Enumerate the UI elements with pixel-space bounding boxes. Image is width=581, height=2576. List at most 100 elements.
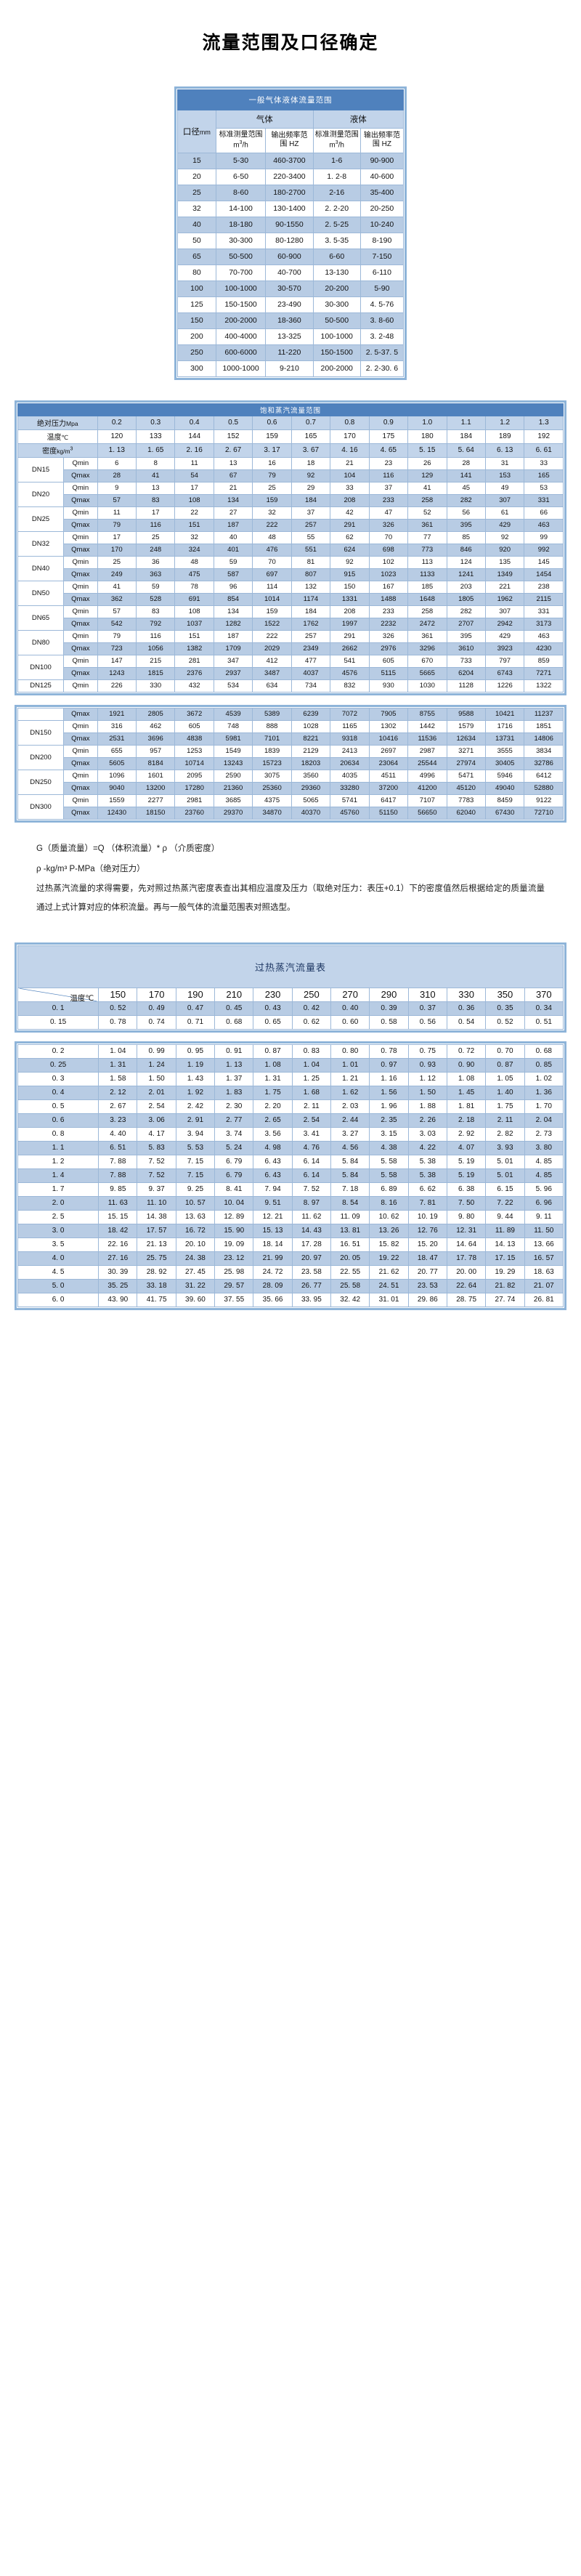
- table4-value-cell: 15. 15: [98, 1209, 138, 1224]
- table4-value-cell: 5. 58: [369, 1154, 409, 1169]
- table4-value-cell: 5. 01: [485, 1154, 525, 1169]
- table-row: 2. 5 15. 15 14. 38 13. 63 12. 89 12. 21 11. 62…: [17, 1209, 564, 1224]
- table3-qmax-value: 20634: [330, 756, 370, 770]
- table1-value-cell: 30-570: [265, 280, 314, 297]
- table2-pressure-unit: Mpa: [66, 420, 78, 428]
- table4-value-cell: 20. 77: [407, 1264, 447, 1280]
- table4-value-cell: 1. 04: [98, 1043, 138, 1059]
- table4-value-cell: 1. 92: [175, 1085, 216, 1100]
- table3-qmin-value: 2277: [136, 794, 176, 807]
- table4-temperature-header: 310: [407, 987, 447, 1002]
- table-row: DN200 Qmin 655 957 1253 1549 1839 2129 2413 2697 2…: [17, 744, 564, 770]
- table4-value-cell: 6. 38: [446, 1182, 487, 1197]
- table2-qmin-value: 41: [407, 481, 447, 495]
- table2-density-value: 4. 65: [368, 443, 409, 458]
- table-row: DN32 Qmin 17 25 32 40 48 55 62 70 77 85 92 99: [17, 530, 564, 557]
- table1-value-cell: 7-150: [359, 248, 405, 265]
- table1-value-cell: 2-16: [312, 184, 361, 201]
- table4-value-cell: 15. 90: [214, 1223, 254, 1238]
- table3-qmin-value: 3834: [524, 744, 564, 758]
- table2-size-label: DN15: [17, 456, 65, 483]
- table2-qmax-value: 187: [213, 518, 253, 532]
- table4-value-cell: 22. 64: [446, 1278, 487, 1293]
- table4-value-cell: 16. 72: [175, 1223, 216, 1238]
- table4-pressure-cell: 1. 4: [17, 1168, 99, 1183]
- table2-qmin-value: 797: [484, 654, 525, 668]
- table2-qmax-value: 2232: [368, 617, 409, 631]
- table2-qmin-value: 203: [446, 580, 486, 594]
- table-row: DN80 Qmin 79 116 151 187 222 257 291 326 361 395 429…: [17, 629, 564, 655]
- table2-qmin-value: 77: [407, 530, 447, 544]
- table-row: 0. 2 1. 04 0. 99 0. 95 0. 91 0. 87 0. 83 0. 80 0…: [17, 1043, 564, 1059]
- table4-value-cell: 5. 58: [369, 1168, 409, 1183]
- table2-qmax-value: 2029: [252, 642, 292, 655]
- table4-value-cell: 14. 43: [291, 1223, 332, 1238]
- table4-value-cell: 7. 81: [407, 1195, 447, 1211]
- table4-value-cell: 0. 68: [524, 1043, 564, 1059]
- table2-qmax-value: 362: [97, 592, 137, 606]
- table1-value-cell: 35-400: [359, 184, 405, 201]
- table4-value-cell: 0. 52: [485, 1014, 525, 1030]
- table1-liq-freq-header: 输出频率范 围 HZ: [359, 128, 405, 153]
- table-row: Qmax 57 83 108 134 159 184 208 233 258 282 307 331: [17, 493, 564, 507]
- table3-qmin-value: 1579: [446, 719, 486, 733]
- table4-value-cell: 1. 50: [407, 1085, 447, 1100]
- table2-temperature-value: 170: [330, 429, 370, 444]
- table4-value-cell: 27. 16: [98, 1251, 138, 1266]
- table2-density-value: 2. 16: [174, 443, 214, 458]
- table1-value-cell: 30-300: [215, 232, 267, 249]
- table4-pressure-cell: 0. 2: [17, 1043, 99, 1059]
- table2-qmax-value: 282: [446, 493, 486, 507]
- table2-density-value: 3. 67: [290, 443, 331, 458]
- table-row: 0. 15 0. 78 0. 74 0. 71 0. 68 0. 65 0. 62 0. 60…: [17, 1014, 564, 1030]
- table4-value-cell: 0. 36: [446, 1001, 487, 1016]
- table2-qmin-value: 226: [97, 679, 137, 693]
- table4-pressure-cell: 3. 5: [17, 1237, 99, 1252]
- table2-qmin-label: Qmin: [63, 481, 98, 495]
- table2-qmax-value: 116: [368, 469, 409, 483]
- table2-size-label: DN100: [17, 654, 65, 680]
- table2-qmax-value: 401: [213, 543, 253, 557]
- table2-density-value: 4. 16: [330, 443, 370, 458]
- table4-value-cell: 11. 50: [524, 1223, 564, 1238]
- table4-temperature-header: 230: [253, 987, 293, 1002]
- table3-qmin-value: 1601: [136, 769, 176, 783]
- table4-value-cell: 2. 91: [175, 1113, 216, 1128]
- table2-qmin-value: 1030: [407, 679, 447, 693]
- table3-continuation-label: [17, 707, 65, 721]
- saturated-steam-flow-range-table: 饱和蒸汽流量范围 绝对压力Mpa 0.2 0.3 0.4 0.5 0.6 0.7 0.8 0.9…: [15, 400, 566, 695]
- table-row: DN100 Qmin 147 215 281 347 412 477 541 605 670 733 7…: [17, 654, 564, 680]
- table1-group-header-row: 口径mm 气体 液体: [177, 110, 405, 153]
- table3-qmin-value: 1559: [97, 794, 137, 807]
- table2-size-label: DN20: [17, 481, 65, 507]
- table4-value-cell: 0. 58: [369, 1014, 409, 1030]
- table2-density-label: 密度: [42, 448, 57, 456]
- table4-value-cell: 0. 39: [369, 1001, 409, 1016]
- table3-qmax-value: 9588: [446, 707, 486, 721]
- table3-qmin-value: 3555: [484, 744, 525, 758]
- table1-spec-label: 口径: [182, 127, 200, 137]
- formula-notes: G（质量流量）=Q （体积流量）* ρ （介质密度） ρ -kg/m³ P-MP…: [36, 839, 545, 918]
- table4-value-cell: 1. 21: [330, 1071, 370, 1086]
- table2-qmin-value: 11: [174, 456, 214, 470]
- table4-value-cell: 35. 25: [98, 1278, 138, 1293]
- table1-liq-range-unit-h: /h: [338, 141, 344, 150]
- table1-title-row: 一般气体液体流量范围: [177, 89, 404, 111]
- table2-qmin-value: 859: [524, 654, 564, 668]
- table4-value-cell: 24. 51: [369, 1278, 409, 1293]
- table4-value-cell: 9. 11: [524, 1209, 564, 1224]
- table4-value-cell: 39. 60: [175, 1292, 216, 1307]
- table2-qmin-value: 307: [484, 605, 525, 618]
- table2-qmax-value: 104: [330, 469, 370, 483]
- table4-value-cell: 14. 13: [485, 1237, 525, 1252]
- table4-value-cell: 3. 93: [485, 1140, 525, 1155]
- table4-pressure-cell: 4. 0: [17, 1251, 99, 1266]
- table1-size-cell: 40: [177, 216, 216, 233]
- table4-value-cell: 0. 78: [369, 1043, 409, 1059]
- table4-value-cell: 1. 81: [446, 1099, 487, 1114]
- table3-qmax-value: 67430: [484, 806, 525, 820]
- table1-value-cell: 2. 2-30. 6: [359, 360, 405, 377]
- table2-qmin-value: 1128: [446, 679, 486, 693]
- table2-size-label: DN80: [17, 629, 65, 655]
- table2-qmin-value: 257: [290, 629, 331, 643]
